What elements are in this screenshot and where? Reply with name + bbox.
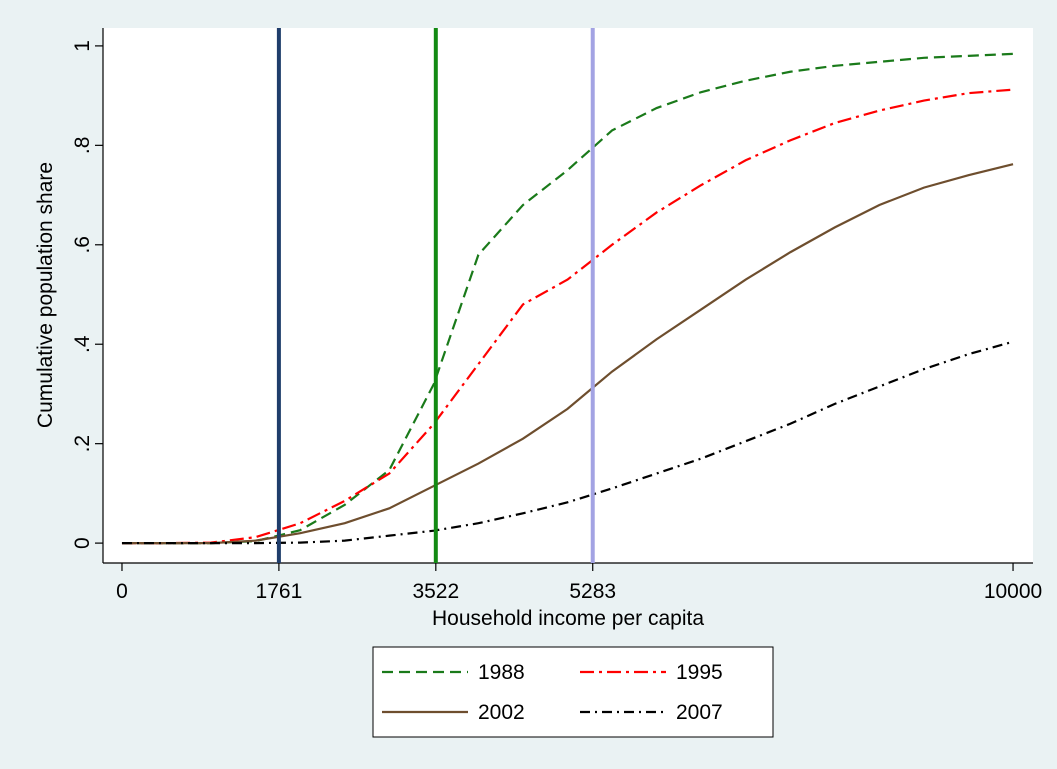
x-tick-label: 3522 (412, 580, 459, 603)
legend-box (372, 646, 774, 738)
series-line (121, 163, 1014, 545)
series-line (121, 340, 1014, 545)
y-axis-title: Cumulative population share (34, 162, 57, 428)
x-axis-title: Household income per capita (432, 607, 704, 630)
y-tick-label: .8 (71, 137, 94, 155)
x-tick-label: 5283 (569, 580, 616, 603)
legend-label: 1988 (478, 661, 525, 684)
y-tick-label: .6 (71, 236, 94, 254)
plot-area (103, 28, 1033, 563)
x-tick-label: 10000 (984, 580, 1042, 603)
legend-label: 2007 (676, 701, 723, 724)
y-tick-label: .4 (71, 335, 94, 353)
x-tick-label: 0 (116, 580, 128, 603)
series-line (121, 88, 1014, 545)
y-tick-label: 0 (71, 537, 94, 549)
legend-label: 2002 (478, 701, 525, 724)
legend-label: 1995 (676, 661, 723, 684)
x-tick-label: 1761 (256, 580, 303, 603)
y-tick-label: .2 (71, 435, 94, 453)
y-tick-label: 1 (71, 40, 94, 52)
